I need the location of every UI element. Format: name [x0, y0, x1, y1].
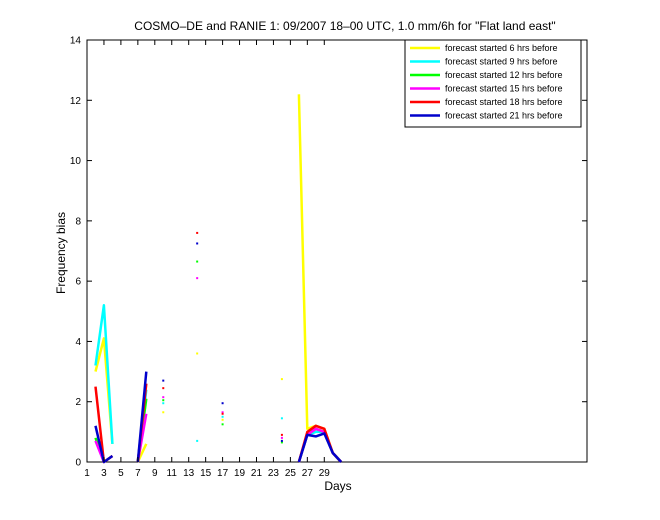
- data-point: [280, 378, 283, 381]
- x-axis-label: Days: [324, 479, 351, 493]
- x-tick-label: 15: [200, 468, 212, 479]
- data-point: [280, 441, 283, 444]
- legend-label: forecast started 21 hrs before: [445, 111, 563, 121]
- series-layer: [94, 94, 343, 464]
- data-point: [221, 418, 224, 421]
- x-tick-label: 3: [101, 468, 107, 479]
- series-line: [297, 432, 343, 463]
- data-point: [221, 411, 224, 414]
- data-point: [162, 399, 165, 402]
- data-point: [221, 412, 224, 415]
- x-tick-label: 21: [251, 468, 263, 479]
- data-point: [280, 436, 283, 439]
- data-point: [162, 379, 165, 382]
- data-point: [162, 396, 165, 399]
- y-tick-label: 8: [75, 216, 81, 227]
- data-point: [196, 260, 199, 263]
- y-axis-label: Frequency bias: [54, 212, 68, 294]
- data-point: [196, 242, 199, 245]
- legend-label: forecast started 6 hrs before: [445, 43, 558, 53]
- legend: forecast started 6 hrs before forecast st…: [404, 39, 582, 128]
- data-point: [280, 433, 283, 436]
- x-tick-label: 25: [285, 468, 297, 479]
- series-line: [136, 371, 148, 463]
- series-line: [94, 304, 114, 444]
- data-point: [196, 277, 199, 280]
- x-tick-label: 5: [118, 468, 124, 479]
- x-tick-label: 9: [152, 468, 158, 479]
- data-point: [221, 415, 224, 418]
- x-tick-label: 7: [135, 468, 141, 479]
- data-point: [196, 439, 199, 442]
- legend-label: forecast started 15 hrs before: [445, 84, 563, 94]
- legend-label: forecast started 9 hrs before: [445, 57, 558, 67]
- data-point: [221, 402, 224, 405]
- data-point: [280, 417, 283, 420]
- x-tick-label: 29: [319, 468, 331, 479]
- x-tick-label: 1: [84, 468, 90, 479]
- x-tick-label: 13: [183, 468, 195, 479]
- y-tick-label: 14: [70, 36, 82, 47]
- data-point: [162, 387, 165, 390]
- y-tick-label: 10: [70, 156, 82, 167]
- x-tick-label: 27: [302, 468, 314, 479]
- x-tick-label: 19: [234, 468, 246, 479]
- x-tick-label: 17: [217, 468, 229, 479]
- legend-label: forecast started 12 hrs before: [445, 70, 563, 80]
- legend-label: forecast started 18 hrs before: [445, 97, 563, 107]
- data-point: [196, 231, 199, 234]
- data-point: [280, 439, 283, 442]
- data-point: [162, 411, 165, 414]
- y-tick-label: 2: [75, 397, 81, 408]
- chart-title: COSMO–DE and RANIE 1: 09/2007 18–00 UTC,…: [134, 19, 555, 33]
- data-point: [221, 423, 224, 426]
- legend-box: [404, 39, 582, 128]
- data-point: [196, 352, 199, 355]
- y-tick-label: 0: [75, 458, 81, 469]
- y-tick-label: 4: [75, 337, 81, 348]
- data-point: [162, 402, 165, 405]
- y-tick-label: 12: [70, 96, 82, 107]
- x-tick-label: 23: [268, 468, 280, 479]
- x-tick-label: 11: [167, 468, 178, 479]
- y-tick-label: 6: [75, 277, 81, 288]
